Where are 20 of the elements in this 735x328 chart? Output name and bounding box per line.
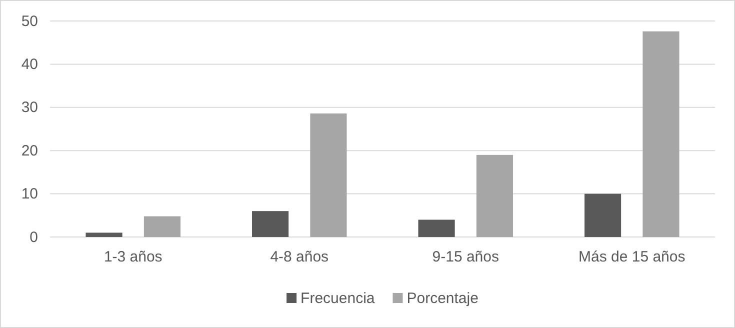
bar (642, 31, 680, 237)
legend-label: Frecuencia (300, 290, 376, 307)
y-tick-label: 50 (21, 12, 38, 30)
y-tick-label: 0 (30, 228, 38, 246)
y-tick-label: 30 (21, 99, 38, 116)
bar (584, 194, 622, 237)
x-tick-label: 9-15 años (432, 248, 499, 266)
x-tick-label: Más de 15 años (578, 248, 686, 266)
bar (86, 232, 122, 237)
y-tick-label: 20 (21, 142, 38, 160)
bar (418, 220, 455, 237)
bar (252, 211, 289, 237)
bar (144, 216, 181, 237)
bar (310, 113, 347, 237)
bar (476, 154, 514, 237)
legend-label: Porcentaje (406, 290, 478, 307)
x-tick-label: 4-8 años (270, 248, 329, 266)
x-tick-label: 1-3 años (104, 248, 162, 266)
y-tick-label: 40 (21, 56, 38, 73)
y-tick-label: 10 (21, 186, 38, 203)
